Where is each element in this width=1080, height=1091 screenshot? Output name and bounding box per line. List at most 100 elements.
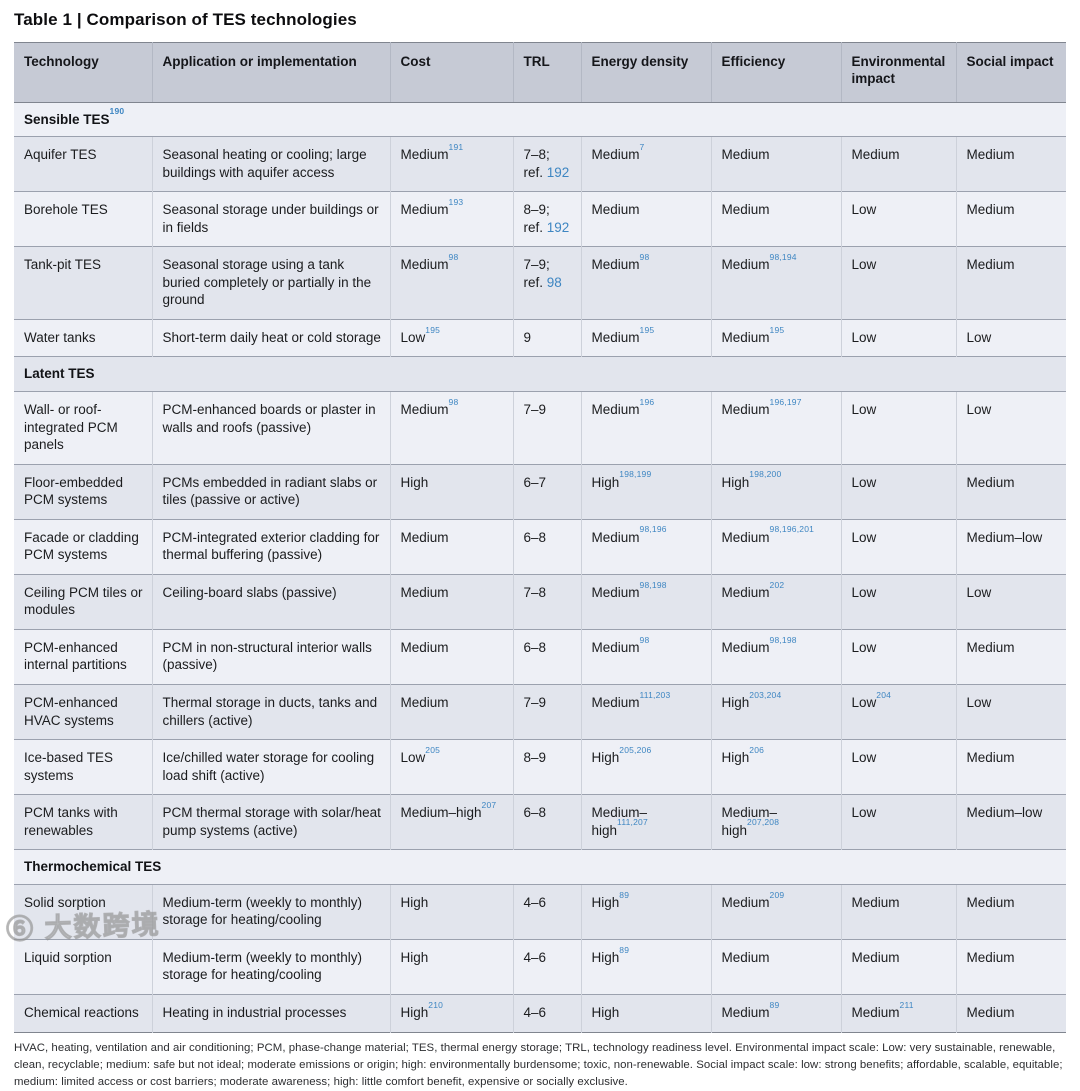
citation-ref[interactable]: 89 — [619, 944, 630, 955]
citation-ref[interactable]: 207,208 — [747, 817, 780, 828]
table-cell: High210 — [389, 994, 513, 1033]
table-cell: Medium98,196 — [580, 518, 711, 575]
table-cell: PCM in non-structural interior walls (pa… — [151, 628, 390, 685]
citation-ref[interactable]: 191 — [448, 141, 464, 152]
citation-ref[interactable]: 98,194 — [769, 251, 797, 262]
citation-ref[interactable]: 206 — [749, 744, 765, 755]
table-cell: Seasonal storage using a tank buried com… — [151, 246, 390, 320]
citation-ref[interactable]: 98,196,201 — [769, 524, 815, 535]
citation-ref[interactable]: 202 — [769, 579, 785, 590]
table-cell: Medium–low — [955, 794, 1066, 850]
table-cell: Medium — [955, 136, 1066, 192]
table-cell: Medium–high111,207 — [580, 794, 711, 850]
citation-ref[interactable]: 196,197 — [769, 396, 802, 407]
citation-ref[interactable]: 98,198 — [769, 634, 797, 645]
citation-ref[interactable]: 195 — [425, 324, 441, 335]
table-cell: Low — [955, 684, 1066, 740]
citation-ref[interactable]: 203,204 — [749, 689, 782, 700]
table-cell: Low — [840, 573, 956, 630]
table-cell: Low — [955, 318, 1066, 357]
table-cell: 7–9 — [512, 684, 581, 740]
table-title: Table 1 | Comparison of TES technologies — [14, 10, 357, 29]
citation-ref[interactable]: 7 — [639, 141, 645, 152]
table-row: Floor-embedded PCM systems PCMs embedded … — [14, 463, 1066, 520]
ref-link[interactable]: 98 — [546, 274, 562, 290]
citation-ref[interactable]: 207 — [481, 799, 497, 810]
table-cell: Low204 — [840, 684, 956, 740]
table-cell: Ice/chilled water storage for cooling lo… — [151, 739, 390, 795]
table-cell: 4–6 — [512, 994, 581, 1033]
citation-ref[interactable]: 190 — [109, 106, 125, 117]
table-cell: Medium111,203 — [580, 684, 711, 740]
table-cell: Low — [840, 191, 956, 247]
table-row: Solid sorption Medium-term (weekly to mon… — [14, 883, 1066, 940]
citation-ref[interactable]: 89 — [619, 889, 630, 900]
citation-ref[interactable]: 98 — [639, 251, 650, 262]
table-cell: Medium191 — [389, 136, 513, 192]
citation-ref[interactable]: 205 — [425, 744, 441, 755]
citation-ref[interactable]: 98 — [448, 251, 459, 262]
citation-ref[interactable]: 198,200 — [749, 469, 782, 480]
table-cell: Medium — [955, 883, 1066, 940]
table-row: PCM tanks with renewables PCM thermal sto… — [14, 794, 1066, 850]
table-cell: Short-term daily heat or cold storage — [151, 318, 390, 357]
table-cell: Seasonal storage under buildings or in f… — [151, 191, 390, 247]
citation-ref[interactable]: 196 — [639, 396, 655, 407]
table-row: Liquid sorption Medium-term (weekly to mo… — [14, 938, 1066, 995]
table-cell: Floor-embedded PCM systems — [14, 463, 152, 520]
citation-ref[interactable]: 204 — [876, 689, 892, 700]
table-cell: 6–8 — [512, 794, 581, 850]
citation-ref[interactable]: 98 — [448, 396, 459, 407]
section-title: Thermochemical TES — [14, 849, 1066, 885]
table-cell: Low — [955, 573, 1066, 630]
table-cell: Thermal storage in ducts, tanks and chil… — [151, 684, 390, 740]
table-cell: Medium98 — [580, 246, 711, 320]
table-row: Ceiling PCM tiles or modules Ceiling-boar… — [14, 573, 1066, 630]
table-cell: Solid sorption — [14, 883, 152, 940]
table-cell: Medium — [955, 739, 1066, 795]
table-cell: Medium — [710, 938, 841, 995]
table-cell: Medium — [840, 136, 956, 192]
col-header-energy-density: Energy density — [580, 42, 711, 103]
table-cell: High — [389, 938, 513, 995]
citation-ref[interactable]: 98 — [639, 634, 650, 645]
citation-ref[interactable]: 195 — [769, 324, 785, 335]
citation-ref[interactable]: 211 — [899, 999, 914, 1010]
citation-ref[interactable]: 198,199 — [619, 469, 652, 480]
table-cell: Medium7 — [580, 136, 711, 192]
col-header-application: Application or implementation — [151, 42, 390, 103]
ref-link[interactable]: 192 — [546, 164, 570, 180]
table-row: Ice-based TES systems Ice/chilled water s… — [14, 739, 1066, 795]
citation-ref[interactable]: 210 — [428, 999, 444, 1010]
table-cell: 4–6 — [512, 883, 581, 940]
table-cell: Water tanks — [14, 318, 152, 357]
table-cell: Medium–high207 — [389, 794, 513, 850]
citation-ref[interactable]: 209 — [769, 889, 785, 900]
citation-ref[interactable]: 195 — [639, 324, 655, 335]
citation-ref[interactable]: 98,198 — [639, 579, 667, 590]
table-cell: High — [389, 463, 513, 520]
table-cell: Medium89 — [710, 994, 841, 1033]
ref-link[interactable]: 192 — [546, 219, 570, 235]
table-cell: Medium — [955, 938, 1066, 995]
citation-ref[interactable]: 98,196 — [639, 524, 667, 535]
table-cell: Medium–high207,208 — [710, 794, 841, 850]
table-cell: Medium — [389, 684, 513, 740]
table-cell: Heating in industrial processes — [151, 994, 390, 1033]
citation-ref[interactable]: 111,203 — [639, 689, 671, 700]
table-cell: Medium — [840, 883, 956, 940]
table-cell: High — [580, 994, 711, 1033]
table-cell: PCM-enhanced internal partitions — [14, 628, 152, 685]
table-cell: 6–8 — [512, 518, 581, 575]
col-header-cost: Cost — [389, 42, 513, 103]
table-cell: Low — [955, 391, 1066, 465]
citation-ref[interactable]: 205,206 — [619, 744, 652, 755]
table-row: Water tanks Short-term daily heat or cold… — [14, 318, 1066, 357]
citation-ref[interactable]: 193 — [448, 196, 464, 207]
citation-ref[interactable]: 111,207 — [617, 817, 648, 828]
table-cell: Low — [840, 739, 956, 795]
table-cell: High203,204 — [710, 684, 841, 740]
col-header-trl: TRL — [512, 42, 581, 103]
table-cell: Medium211 — [840, 994, 956, 1033]
citation-ref[interactable]: 89 — [769, 999, 780, 1010]
